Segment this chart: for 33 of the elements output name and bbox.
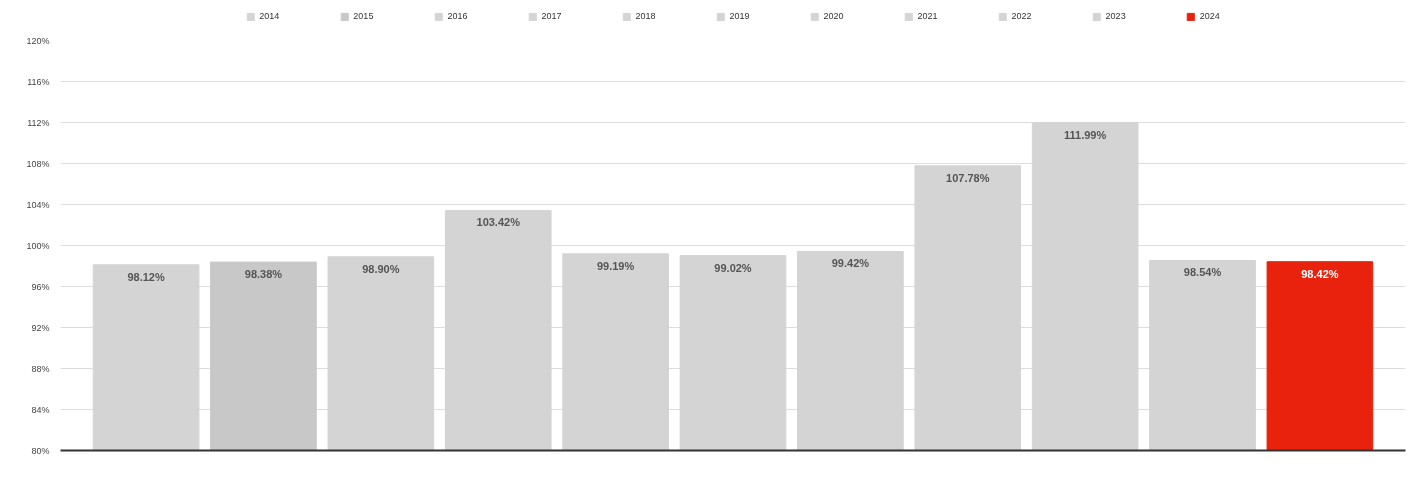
y-tick-label: 116% bbox=[27, 76, 50, 87]
data-label: 99.42% bbox=[831, 257, 870, 270]
y-tick-label: 92% bbox=[31, 322, 50, 333]
y-tick-label: 104% bbox=[26, 199, 50, 210]
y-tick-label: 96% bbox=[31, 281, 50, 292]
y-tick-label: 88% bbox=[31, 363, 50, 374]
legend-label: 2020 bbox=[823, 11, 844, 21]
data-label: 98.12% bbox=[127, 270, 165, 283]
data-label: 98.38% bbox=[244, 268, 283, 281]
legend-label: 2019 bbox=[729, 11, 750, 21]
data-label: 98.54% bbox=[1183, 266, 1222, 279]
legend-label: 2015 bbox=[353, 11, 374, 21]
data-label: 107.78% bbox=[946, 171, 990, 184]
data-label: 103.42% bbox=[476, 216, 521, 229]
legend-label: 2016 bbox=[447, 11, 468, 21]
y-tick-label: 100% bbox=[26, 240, 50, 251]
legend-label: 2014 bbox=[259, 11, 280, 21]
y-tick-label: 112% bbox=[27, 117, 50, 128]
legend-label: 2021 bbox=[917, 11, 938, 21]
legend-label: 2017 bbox=[541, 11, 562, 21]
legend-label: 2018 bbox=[635, 11, 656, 21]
y-tick-label: 84% bbox=[31, 404, 50, 415]
data-label: 99.02% bbox=[714, 261, 752, 274]
data-label: 98.90% bbox=[362, 262, 400, 275]
y-tick-label: 108% bbox=[26, 158, 50, 169]
legend-label: 2024 bbox=[1199, 11, 1220, 21]
y-tick-label: 120% bbox=[26, 35, 50, 46]
data-label: 98.42% bbox=[1301, 267, 1339, 280]
y-tick-label: 80% bbox=[31, 445, 50, 456]
data-label: 99.19% bbox=[596, 259, 635, 272]
legend-label: 2023 bbox=[1105, 11, 1126, 21]
data-label: 111.99% bbox=[1064, 128, 1107, 141]
legend-label: 2022 bbox=[1011, 11, 1032, 21]
